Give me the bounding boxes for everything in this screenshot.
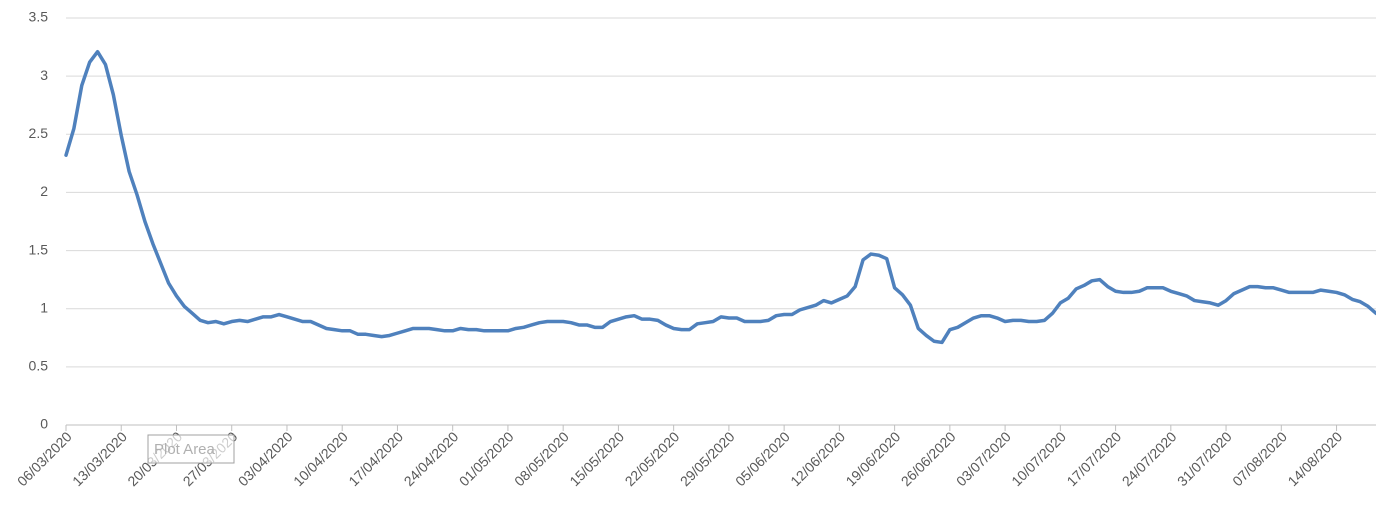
x-tick-label: 17/04/2020 [345, 428, 406, 489]
x-tick-label: 31/07/2020 [1174, 428, 1235, 489]
y-tick-label: 1 [40, 299, 48, 315]
x-tick-label: 10/07/2020 [1008, 428, 1069, 489]
x-tick-label: 29/05/2020 [677, 428, 738, 489]
x-tick-label: 03/07/2020 [953, 428, 1014, 489]
x-tick-label: 15/05/2020 [566, 428, 627, 489]
y-tick-label: 3.5 [29, 9, 49, 25]
x-tick-label: 17/07/2020 [1063, 428, 1124, 489]
tooltip: Plot Area [154, 441, 216, 458]
y-tick-label: 2 [40, 183, 48, 199]
tooltip-box [147, 434, 235, 464]
y-tick-label: 2.5 [29, 125, 49, 141]
x-tick-label: 05/06/2020 [732, 428, 793, 489]
x-tick-label: 24/07/2020 [1119, 428, 1180, 489]
x-tick-label: 06/03/2020 [14, 428, 75, 489]
x-tick-label: 01/05/2020 [456, 428, 517, 489]
x-tick-label: 22/05/2020 [622, 428, 683, 489]
x-tick-label: 24/04/2020 [401, 428, 462, 489]
x-tick-label: 12/06/2020 [787, 428, 848, 489]
x-tick-label: 03/04/2020 [235, 428, 296, 489]
x-tick-label: 10/04/2020 [290, 428, 351, 489]
x-tick-label: 07/08/2020 [1229, 428, 1290, 489]
series-line [64, 49, 1376, 345]
x-tick-label: 08/05/2020 [511, 428, 572, 489]
x-tick-label: 26/06/2020 [898, 428, 959, 489]
x-tick-label: 13/03/2020 [69, 428, 130, 489]
x-tick-label: 14/08/2020 [1284, 428, 1345, 489]
y-tick-label: 0 [40, 416, 48, 432]
y-tick-label: 0.5 [29, 358, 49, 374]
y-tick-label: 3 [40, 67, 48, 83]
y-tick-label: 1.5 [29, 241, 49, 257]
x-tick-label: 19/06/2020 [842, 428, 903, 489]
